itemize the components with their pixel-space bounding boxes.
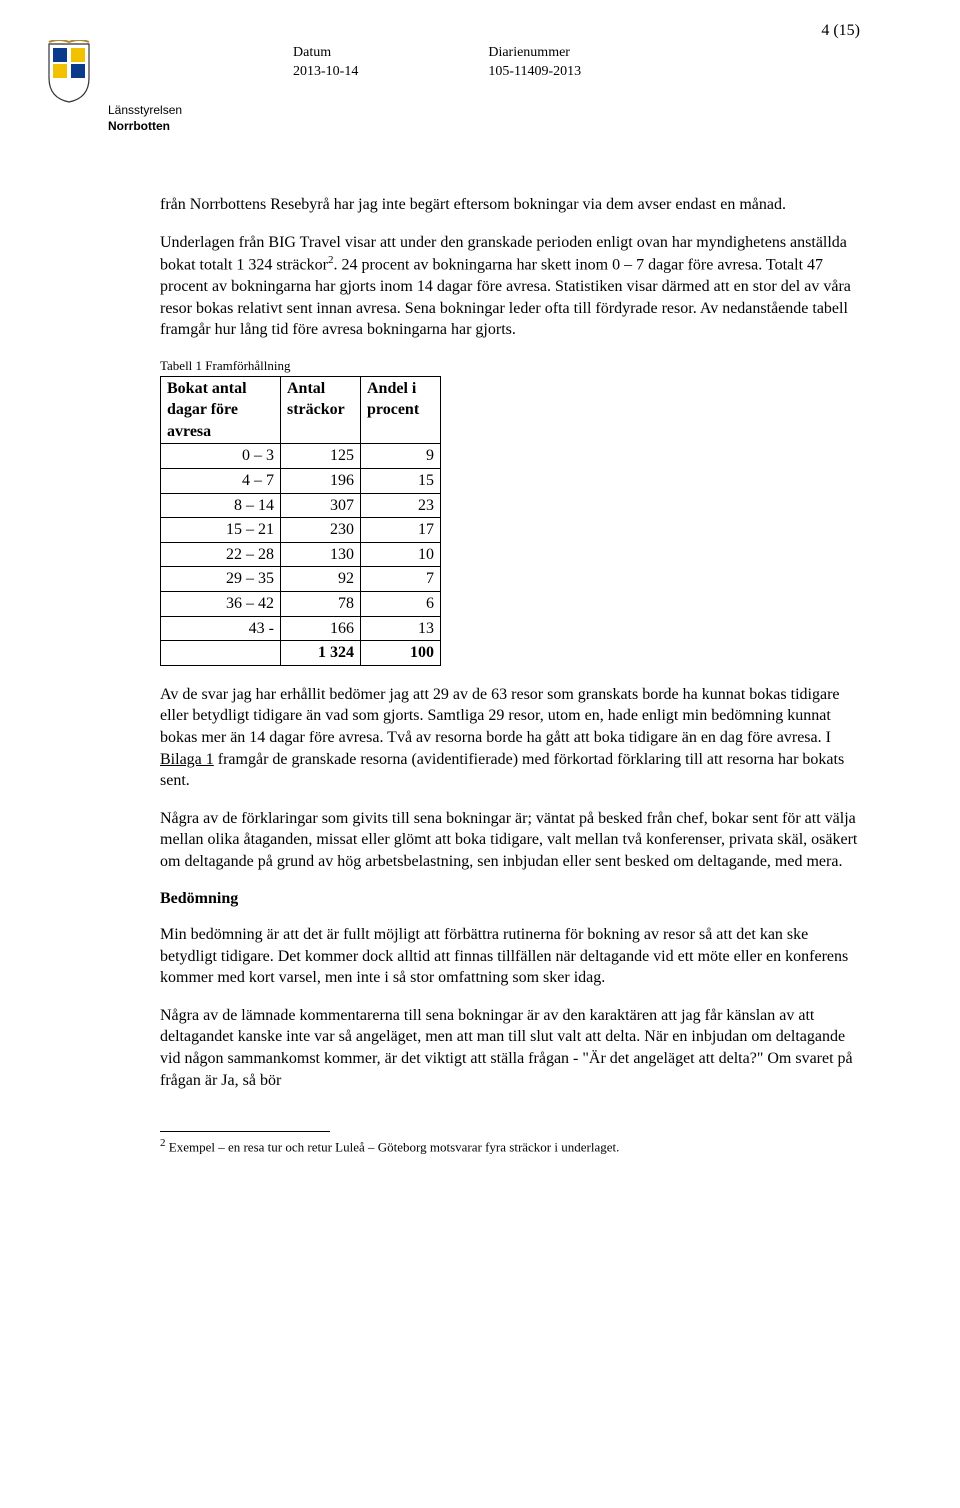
paragraph-bedomning-1: Min bedömning är att det är fullt möjlig…: [160, 924, 860, 989]
table-row: 43 -16613: [161, 616, 441, 641]
cell: 15 – 21: [161, 518, 281, 543]
table-caption: Tabell 1 Framförhållning: [160, 357, 860, 375]
cell: 15: [361, 468, 441, 493]
table-header-2: Antal sträckor: [281, 376, 361, 444]
paragraph-intro: från Norrbottens Resebyrå har jag inte b…: [160, 194, 860, 216]
page-number: 4 (15): [821, 20, 860, 42]
cell: 78: [281, 591, 361, 616]
datum-value: 2013-10-14: [293, 63, 358, 82]
cell: [161, 641, 281, 666]
org-line2: Norrbotten: [108, 119, 170, 133]
page-header: Datum 2013-10-14 Diarienummer 105-11409-…: [45, 40, 860, 134]
bilaga-link: Bilaga 1: [160, 751, 214, 768]
cell: 125: [281, 444, 361, 469]
table-row: 0 – 31259: [161, 444, 441, 469]
cell: 10: [361, 542, 441, 567]
footnote-rule: [160, 1131, 330, 1132]
cell: 100: [361, 641, 441, 666]
diarienummer-label: Diarienummer: [488, 44, 581, 63]
table-row: 29 – 35927: [161, 567, 441, 592]
cell: 4 – 7: [161, 468, 281, 493]
cell: 8 – 14: [161, 493, 281, 518]
cell: 22 – 28: [161, 542, 281, 567]
paragraph-svar-a: Av de svar jag har erhållit bedömer jag …: [160, 686, 840, 746]
cell: 13: [361, 616, 441, 641]
table-row: 22 – 2813010: [161, 542, 441, 567]
cell: 0 – 3: [161, 444, 281, 469]
cell: 23: [361, 493, 441, 518]
cell: 36 – 42: [161, 591, 281, 616]
organization-name: Länsstyrelsen Norrbotten: [108, 102, 860, 134]
cell: 1 324: [281, 641, 361, 666]
cell: 307: [281, 493, 361, 518]
cell: 29 – 35: [161, 567, 281, 592]
table-row: 36 – 42786: [161, 591, 441, 616]
paragraph-underlagen: Underlagen från BIG Travel visar att und…: [160, 232, 860, 341]
table-total-row: 1 324100: [161, 641, 441, 666]
cell: 230: [281, 518, 361, 543]
paragraph-svar-b: framgår de granskade resorna (avidentifi…: [160, 751, 844, 790]
cell: 166: [281, 616, 361, 641]
cell: 7: [361, 567, 441, 592]
coat-of-arms-icon: [45, 40, 93, 104]
footnote-2: 2 Exempel – en resa tur och retur Luleå …: [160, 1136, 860, 1156]
cell: 130: [281, 542, 361, 567]
datum-label: Datum: [293, 44, 358, 63]
footnote-text: Exempel – en resa tur och retur Luleå – …: [166, 1140, 620, 1155]
table-header-1: Bokat antal dagar före avresa: [161, 376, 281, 444]
cell: 6: [361, 591, 441, 616]
heading-bedomning: Bedömning: [160, 888, 860, 910]
table-row: 4 – 719615: [161, 468, 441, 493]
cell: 9: [361, 444, 441, 469]
diarienummer-value: 105-11409-2013: [488, 63, 581, 82]
org-line1: Länsstyrelsen: [108, 103, 182, 117]
paragraph-forklaringar: Några av de förklaringar som givits till…: [160, 808, 860, 873]
cell: 43 -: [161, 616, 281, 641]
table-row: 8 – 1430723: [161, 493, 441, 518]
cell: 196: [281, 468, 361, 493]
table-header-3: Andel i procent: [361, 376, 441, 444]
paragraph-bedomning-2: Några av de lämnade kommentarerna till s…: [160, 1005, 860, 1091]
framforhallning-table: Bokat antal dagar före avresa Antal strä…: [160, 376, 441, 666]
cell: 92: [281, 567, 361, 592]
table-row: 15 – 2123017: [161, 518, 441, 543]
paragraph-svar: Av de svar jag har erhållit bedömer jag …: [160, 684, 860, 792]
cell: 17: [361, 518, 441, 543]
